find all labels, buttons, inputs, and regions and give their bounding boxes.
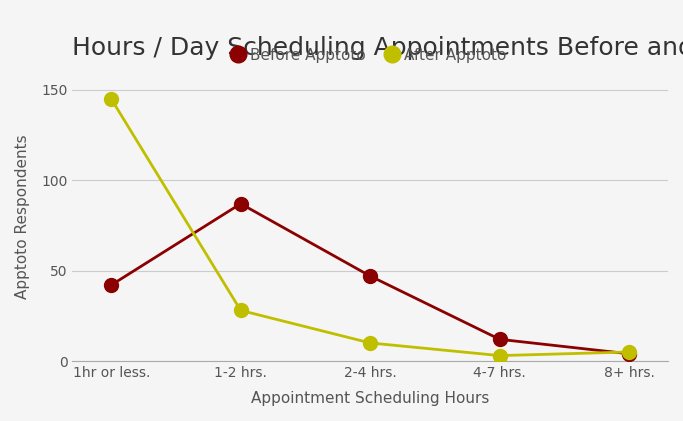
Before Apptoto — [107, 282, 115, 288]
Line: After Apptoto: After Apptoto — [104, 92, 636, 362]
After Apptoto — [107, 96, 115, 101]
X-axis label: Appointment Scheduling Hours: Appointment Scheduling Hours — [251, 391, 489, 406]
Before Apptoto — [236, 201, 245, 206]
Y-axis label: Apptoto Respondents: Apptoto Respondents — [15, 134, 30, 298]
After Apptoto — [236, 308, 245, 313]
Line: Before Apptoto: Before Apptoto — [104, 197, 636, 361]
After Apptoto — [625, 349, 633, 354]
After Apptoto — [496, 353, 504, 358]
Before Apptoto — [366, 274, 374, 279]
After Apptoto — [366, 341, 374, 346]
Before Apptoto — [625, 351, 633, 356]
Legend: Before Apptoto, After Apptoto: Before Apptoto, After Apptoto — [228, 42, 512, 69]
Before Apptoto — [496, 337, 504, 342]
Text: Hours / Day Scheduling Appointments Before and After Apptoto: Hours / Day Scheduling Appointments Befo… — [72, 36, 683, 60]
